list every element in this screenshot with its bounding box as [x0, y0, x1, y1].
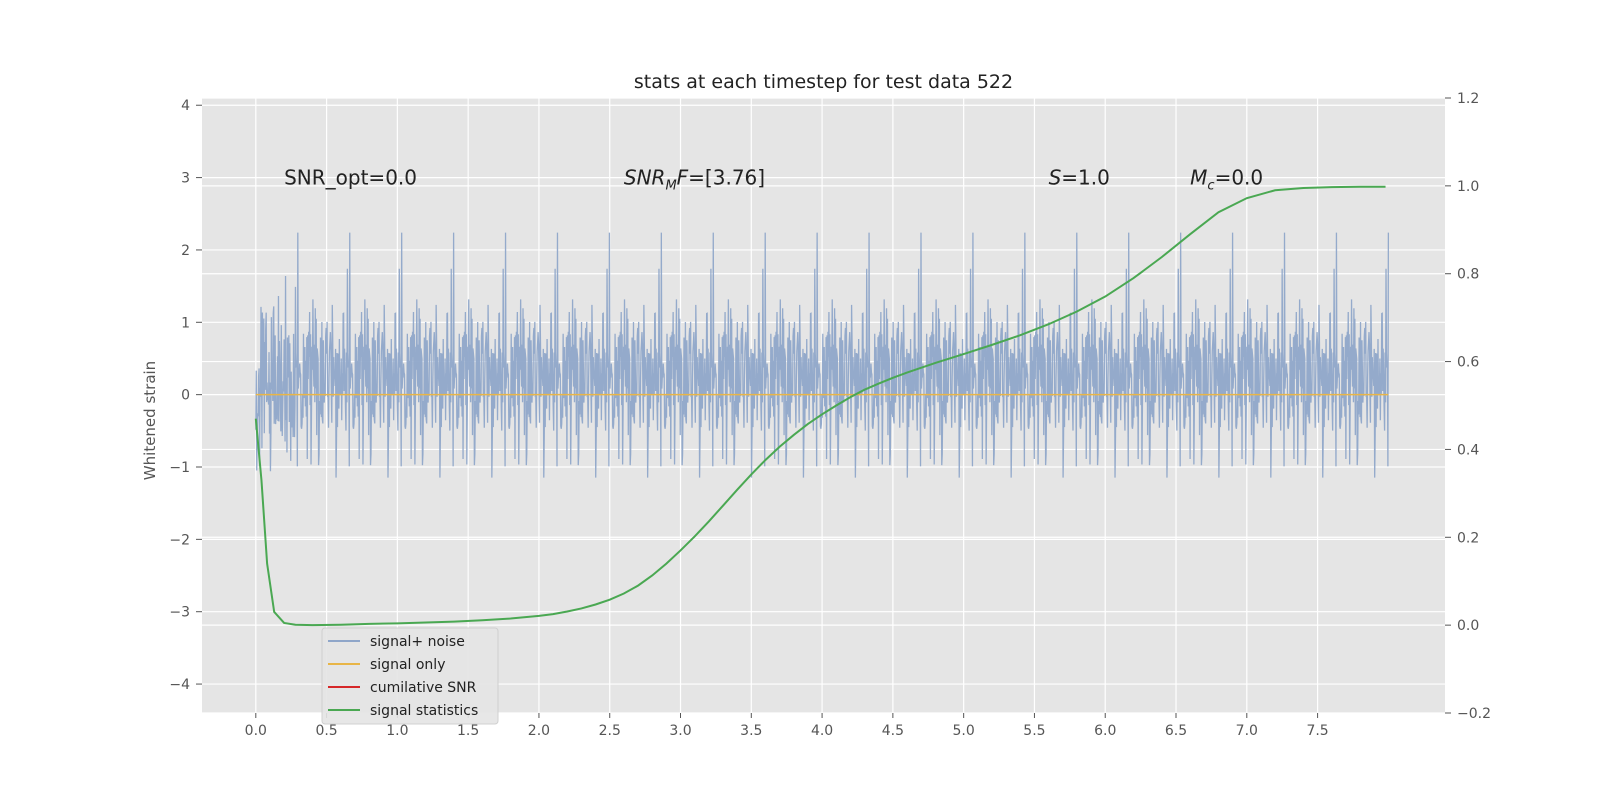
- x-tick-label: 5.5: [1023, 723, 1045, 739]
- y-tick-label: −1: [169, 460, 190, 476]
- y2-tick-label: 0.0: [1457, 618, 1479, 634]
- x-tick-label: 1.5: [457, 723, 479, 739]
- legend-label: signal+ noise: [370, 634, 465, 650]
- series-signal-noise: [255, 232, 1390, 478]
- legend-label: signal only: [370, 657, 445, 673]
- x-tick-label: 4.5: [882, 723, 904, 739]
- x-tick-label: 0.5: [315, 723, 337, 739]
- x-tick-label: 6.0: [1094, 723, 1116, 739]
- y-axis-label: Whitened strain: [141, 361, 159, 480]
- x-tick-label: 7.0: [1236, 723, 1258, 739]
- x-tick-label: 4.0: [811, 723, 833, 739]
- x-tick-label: 3.5: [740, 723, 762, 739]
- series-signal-statistics: [254, 185, 1386, 627]
- y2-tick-label: −0.2: [1457, 706, 1491, 722]
- annotation-snr_mf: SNRMF=[3.76]: [624, 166, 765, 194]
- x-tick-label: 2.5: [599, 723, 621, 739]
- y2-tick-label: 1.2: [1457, 91, 1479, 107]
- y-tick-label: −3: [169, 605, 190, 621]
- legend-label: cumilative SNR: [370, 680, 477, 696]
- x-tick-label: 2.0: [528, 723, 550, 739]
- chart-title: stats at each timestep for test data 522: [634, 71, 1013, 93]
- annotation-mc: Mc=0.0: [1190, 166, 1263, 194]
- y-tick-label: 4: [181, 98, 190, 114]
- x-tick-label: 6.5: [1165, 723, 1187, 739]
- x-tick-label: 7.5: [1306, 723, 1328, 739]
- x-tick-label: 0.0: [245, 723, 267, 739]
- annotation-s: S=1.0: [1049, 166, 1110, 190]
- y-tick-label: −2: [169, 532, 190, 548]
- x-tick-label: 1.0: [386, 723, 408, 739]
- y2-tick-label: 1.0: [1457, 179, 1479, 195]
- y2-tick-label: 0.8: [1457, 267, 1479, 283]
- x-tick-label: 5.0: [953, 723, 975, 739]
- y-tick-label: 3: [181, 171, 190, 187]
- y2-tick-label: 0.4: [1457, 442, 1479, 458]
- y-tick-label: 1: [181, 315, 190, 331]
- y-tick-label: −4: [169, 677, 190, 693]
- y-tick-label: 2: [181, 243, 190, 259]
- legend-label: signal statistics: [370, 703, 478, 719]
- annotation-snr_opt: SNR_opt=0.0: [284, 166, 417, 190]
- y2-tick-label: 0.2: [1457, 530, 1479, 546]
- y-tick-label: 0: [181, 388, 190, 404]
- legend-box: [321, 627, 499, 725]
- x-tick-label: 3.0: [669, 723, 691, 739]
- y2-tick-label: 0.6: [1457, 355, 1479, 371]
